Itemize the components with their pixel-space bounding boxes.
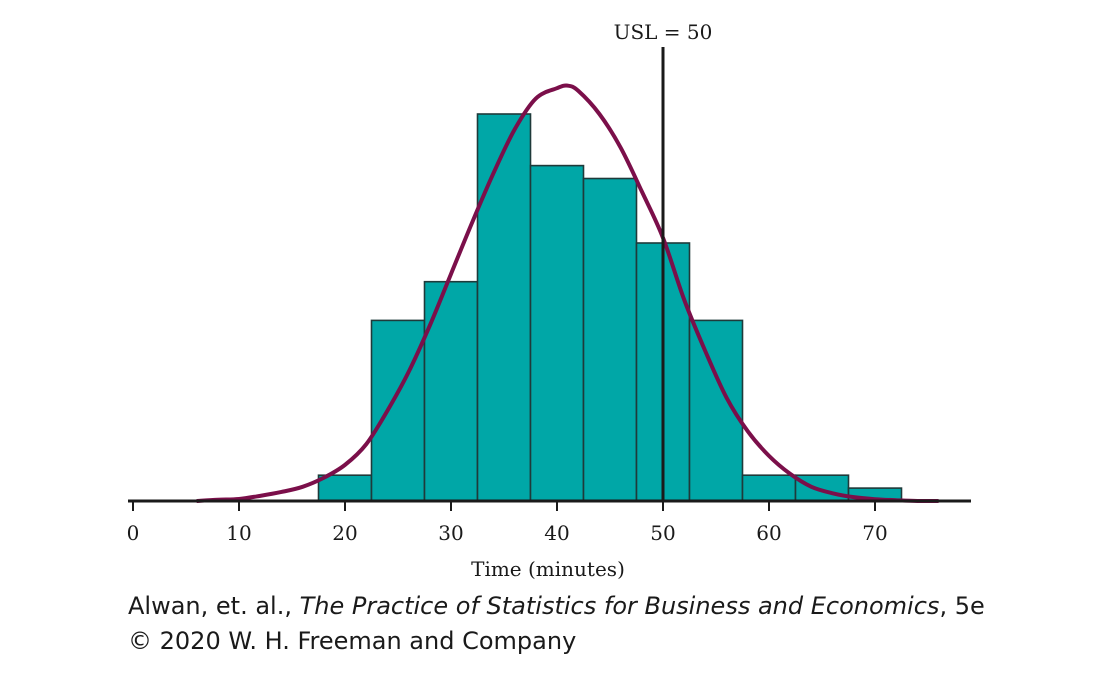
x-tick-label-50: 50 [650,521,675,545]
histogram-bar-5 [529,164,585,502]
histogram-bar-1 [317,474,373,502]
reference-line-layer: USL = 50 [614,20,713,501]
density-curve-layer [196,83,939,504]
x-tick-label-70: 70 [862,521,887,545]
x-tick-label-20: 20 [332,521,357,545]
credit-edition: , 5e [939,592,985,620]
histogram-bar-10 [794,474,850,502]
usl-label: USL = 50 [614,20,713,44]
x-axis-label: Time (minutes) [471,557,625,581]
x-axis: 0 10 20 30 40 50 60 70 [127,499,971,545]
histogram-bar-6 [582,177,638,502]
credit-citation: Alwan, et. al., The Practice of Statisti… [128,592,985,620]
x-tick-label-40: 40 [544,521,569,545]
x-tick-label-0: 0 [127,521,140,545]
credit-book-title: The Practice of Statistics for Business … [299,592,940,620]
credit-copyright: © 2020 W. H. Freeman and Company [128,627,577,655]
histogram-bar-9 [741,474,797,502]
x-tick-label-30: 30 [438,521,463,545]
density-curve [196,83,939,504]
histogram-bars [317,113,903,502]
histogram-bar-4 [476,113,532,502]
x-tick-label-10: 10 [226,521,251,545]
x-tick-label-60: 60 [756,521,781,545]
histogram-bar-2 [370,319,426,502]
histogram-chart: 0 10 20 30 40 50 60 70 USL = 50 Time (minutes) [127,20,971,581]
credit-authors: Alwan, et. al., [128,592,300,620]
